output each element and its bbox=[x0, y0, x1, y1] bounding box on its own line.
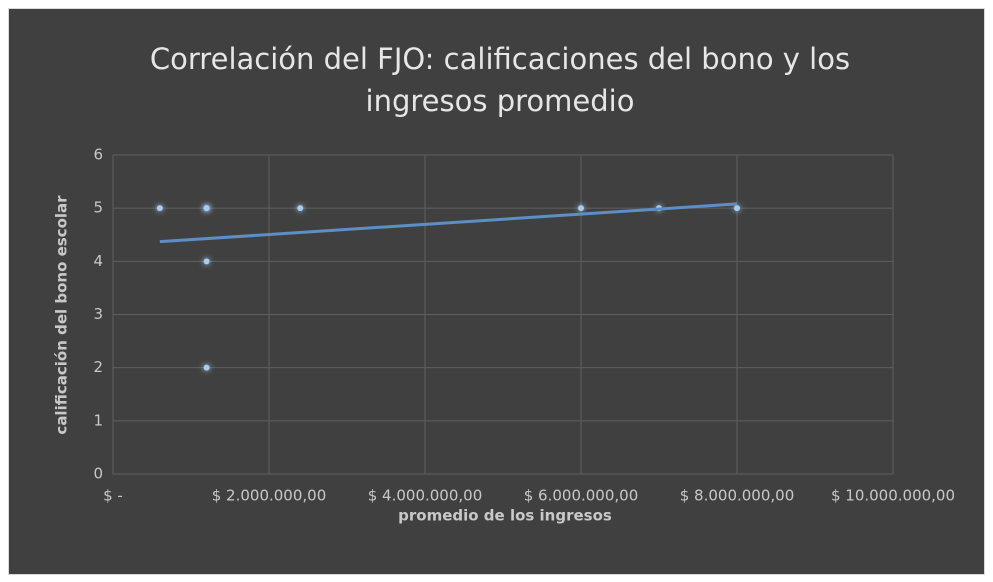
chart-title: Correlación del FJO: calificaciones del … bbox=[149, 42, 851, 118]
data-point bbox=[203, 258, 210, 265]
data-point bbox=[203, 205, 210, 212]
y-tick-label: 6 bbox=[93, 146, 103, 164]
data-point bbox=[156, 205, 163, 212]
x-tick-label: $ - bbox=[103, 487, 123, 505]
y-tick-label: 3 bbox=[93, 305, 103, 323]
x-tick-label: $ 2.000.000,00 bbox=[212, 487, 327, 505]
x-tick-label: $ 10.000.000,00 bbox=[831, 487, 955, 505]
data-point bbox=[734, 205, 740, 212]
data-point bbox=[578, 205, 584, 212]
x-axis-label: promedio de los ingresos bbox=[398, 507, 612, 525]
x-tick-label: $ 4.000.000,00 bbox=[368, 487, 483, 505]
x-tick-label: $ 8.000.000,00 bbox=[680, 487, 795, 505]
y-tick-label: 0 bbox=[93, 465, 103, 483]
y-tick-label: 4 bbox=[93, 252, 103, 270]
x-tick-label: $ 6.000.000,00 bbox=[524, 487, 639, 505]
chart-background bbox=[8, 8, 985, 575]
data-point bbox=[203, 364, 210, 371]
y-axis-label: calificación del bono escolar bbox=[53, 195, 71, 435]
y-tick-label: 1 bbox=[93, 411, 103, 429]
y-tick-label: 5 bbox=[93, 199, 103, 217]
trendline bbox=[159, 202, 738, 244]
y-tick-label: 2 bbox=[93, 358, 103, 376]
data-point bbox=[297, 205, 304, 212]
